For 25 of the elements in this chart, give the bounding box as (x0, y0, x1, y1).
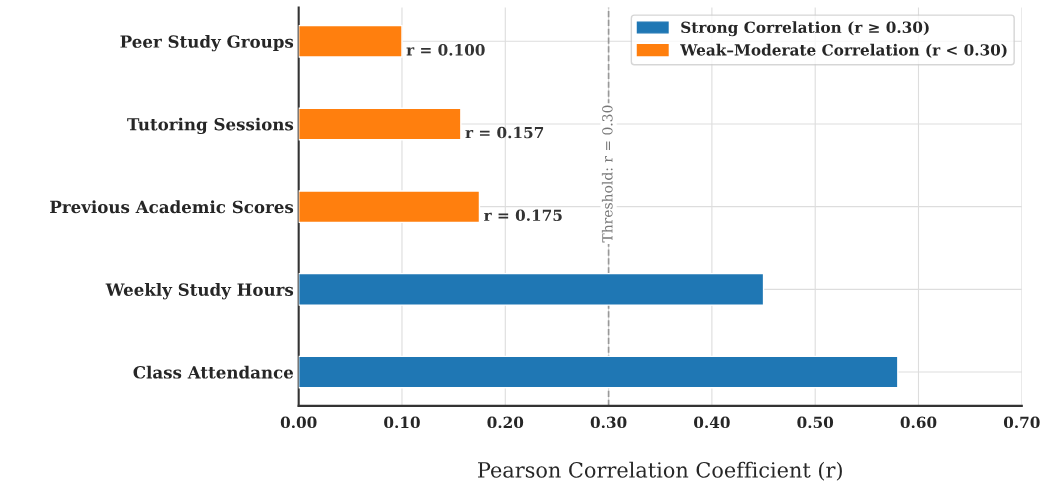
bar (298, 272, 765, 306)
data-label: r = 0.175 (484, 209, 562, 222)
y-tick-label: Peer Study Groups (120, 34, 294, 52)
x-tick-label: 0.50 (797, 416, 834, 429)
x-tick-label: 0.10 (384, 416, 420, 429)
y-tick-label: Previous Academic Scores (50, 200, 294, 214)
x-tick-label: 0.60 (900, 416, 937, 429)
x-tick-label: 0.70 (1003, 416, 1040, 429)
y-tick-label: Weekly Study Hours (105, 283, 294, 300)
x-axis-title: Pearson Correlation Coefficient (r) (478, 461, 842, 481)
legend-label: Strong Correlation (r ≥ 0.30) (681, 21, 929, 37)
x-tick-label: 0.40 (694, 416, 730, 429)
bar (298, 355, 899, 389)
bar (298, 24, 403, 58)
data-label: r = 0.100 (406, 44, 485, 56)
y-tick-label: Tutoring Sessions (127, 117, 294, 135)
bar (298, 107, 462, 141)
x-tick-label: 0.30 (590, 416, 627, 429)
data-label: r = 0.157 (465, 126, 544, 139)
legend-label: Weak–Moderate Correlation (r < 0.30) (680, 43, 1007, 58)
x-tick-label: 0.00 (280, 416, 317, 429)
x-tick-label: 0.20 (487, 416, 524, 429)
bar (298, 190, 481, 224)
y-tick-label: Class Attendance (133, 365, 294, 379)
ref-line-label: Threshold: r = 0.30 (601, 105, 613, 243)
